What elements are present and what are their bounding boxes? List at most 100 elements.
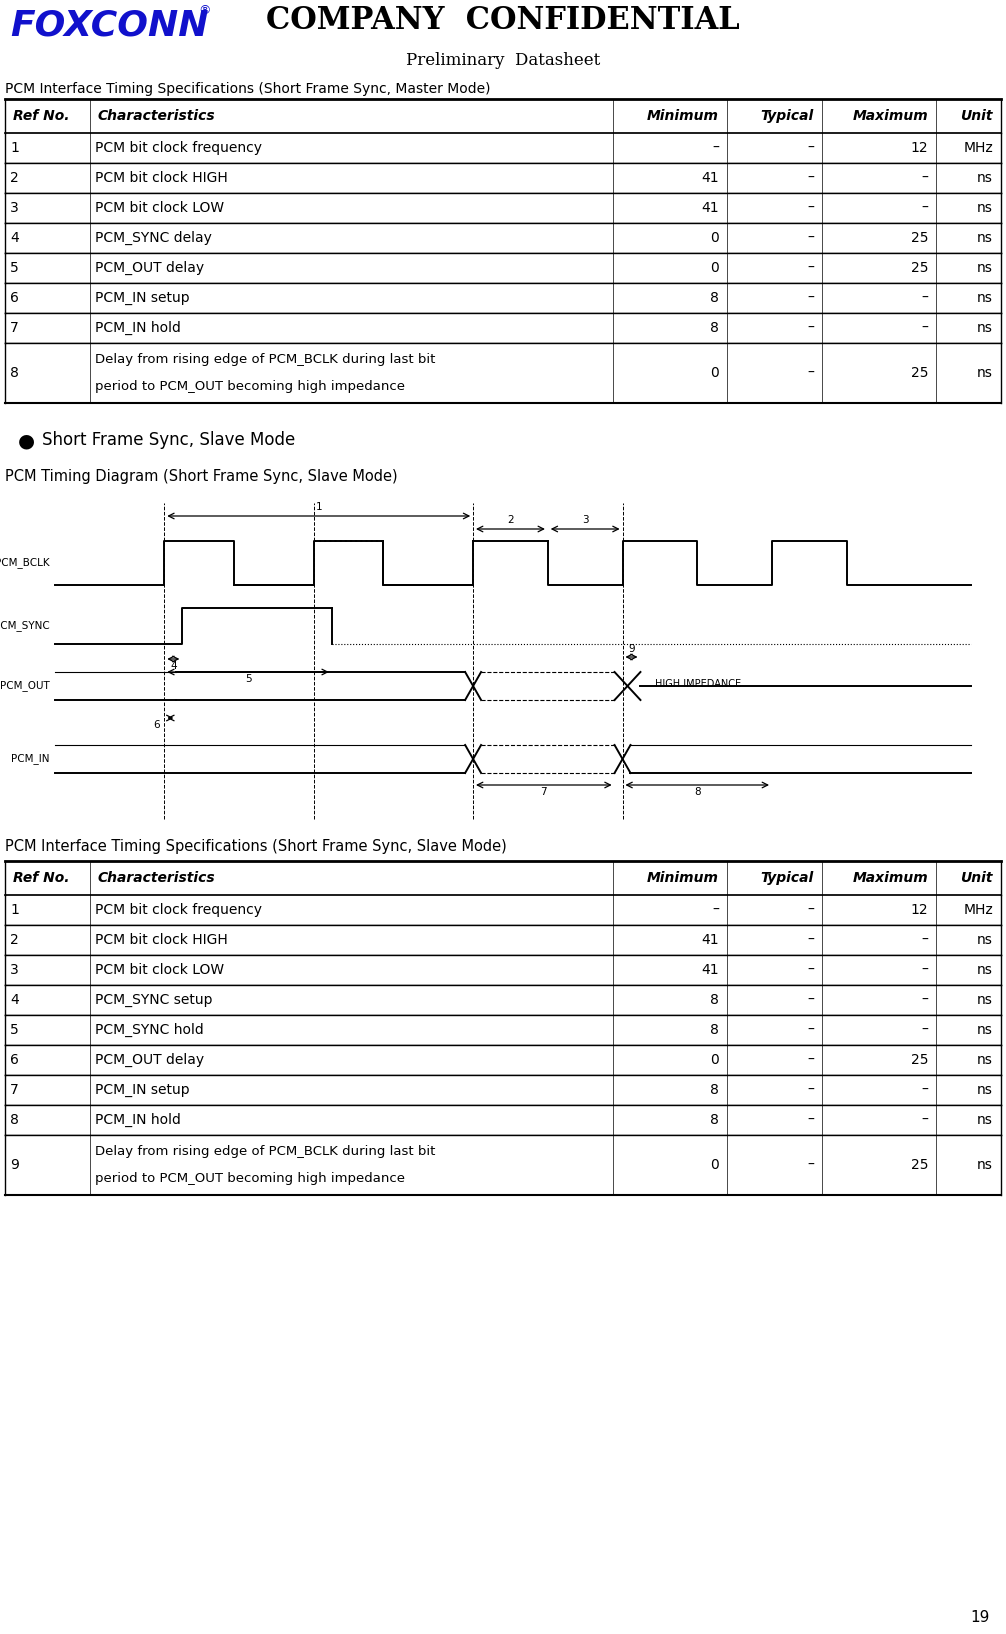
Text: –: – [712,141,719,155]
Text: 3: 3 [10,962,19,977]
Text: PCM Timing Diagram (Short Frame Sync, Slave Mode): PCM Timing Diagram (Short Frame Sync, Sl… [5,469,397,484]
Text: 4: 4 [170,662,177,672]
Text: period to PCM_OUT becoming high impedance: period to PCM_OUT becoming high impedanc… [95,1172,404,1185]
Text: ns: ns [977,993,993,1007]
Text: 41: 41 [701,201,719,216]
Text: PCM bit clock frequency: PCM bit clock frequency [95,141,262,155]
Text: PCM_SYNC setup: PCM_SYNC setup [95,993,212,1007]
Text: –: – [807,962,814,977]
Text: 8: 8 [710,320,719,335]
Text: 8: 8 [694,788,700,797]
Text: Maximum: Maximum [852,871,929,886]
Text: –: – [807,230,814,245]
Text: 41: 41 [701,172,719,185]
Text: Ref No.: Ref No. [13,871,69,886]
Text: PCM_BCLK: PCM_BCLK [0,557,50,569]
Text: 8: 8 [710,1023,719,1038]
Text: 9: 9 [628,644,635,654]
Text: 2: 2 [10,172,19,185]
Text: period to PCM_OUT becoming high impedance: period to PCM_OUT becoming high impedanc… [95,379,404,392]
Text: –: – [807,320,814,335]
Text: 5: 5 [244,673,252,685]
Text: –: – [921,291,929,306]
Text: ns: ns [977,172,993,185]
Text: 25: 25 [910,261,929,275]
Text: PCM_OUT delay: PCM_OUT delay [95,261,204,275]
Text: PCM bit clock HIGH: PCM bit clock HIGH [95,933,227,948]
Text: –: – [921,172,929,185]
Text: ns: ns [977,1023,993,1038]
Text: PCM bit clock frequency: PCM bit clock frequency [95,904,262,917]
Text: 3: 3 [10,201,19,216]
Text: 0: 0 [710,1159,719,1172]
Text: PCM_IN hold: PCM_IN hold [95,320,180,335]
Text: PCM_SYNC hold: PCM_SYNC hold [95,1023,203,1038]
Text: 25: 25 [910,230,929,245]
Text: 8: 8 [710,291,719,306]
Text: –: – [921,1023,929,1038]
Text: –: – [807,172,814,185]
Text: 41: 41 [701,933,719,948]
Text: 5: 5 [10,1023,19,1038]
Text: 1: 1 [316,502,322,511]
Text: –: – [807,261,814,275]
Text: Delay from rising edge of PCM_BCLK during last bit: Delay from rising edge of PCM_BCLK durin… [95,353,435,366]
Text: 1: 1 [10,904,19,917]
Text: –: – [807,141,814,155]
Text: 6: 6 [10,291,19,306]
Text: PCM_IN hold: PCM_IN hold [95,1113,180,1127]
Text: –: – [807,904,814,917]
Text: –: – [807,1083,814,1096]
Text: 2: 2 [507,515,514,525]
Text: 25: 25 [910,1159,929,1172]
Text: –: – [807,366,814,381]
Text: PCM_OUT delay: PCM_OUT delay [95,1052,204,1067]
Text: ns: ns [977,366,993,381]
Text: ns: ns [977,1052,993,1067]
Text: –: – [921,320,929,335]
Text: Typical: Typical [761,871,814,886]
Text: –: – [807,1159,814,1172]
Text: –: – [921,201,929,216]
Text: PCM_IN setup: PCM_IN setup [95,291,189,306]
Text: 25: 25 [910,1052,929,1067]
Text: FOXCONN: FOXCONN [10,8,208,42]
Text: ns: ns [977,201,993,216]
Text: 6: 6 [153,721,159,730]
Text: 8: 8 [710,1113,719,1127]
Text: PCM_IN: PCM_IN [11,753,50,765]
Text: ns: ns [977,1083,993,1096]
Text: 19: 19 [971,1609,990,1624]
Text: 3: 3 [581,515,589,525]
Text: PCM_IN setup: PCM_IN setup [95,1083,189,1096]
Text: ns: ns [977,230,993,245]
Text: PCM bit clock HIGH: PCM bit clock HIGH [95,172,227,185]
Text: 7: 7 [10,320,19,335]
Text: 4: 4 [10,230,19,245]
Text: 0: 0 [710,366,719,381]
Text: ns: ns [977,962,993,977]
Text: 8: 8 [710,1083,719,1096]
Text: Unit: Unit [961,871,993,886]
Text: –: – [807,993,814,1007]
Text: –: – [921,1113,929,1127]
Text: –: – [807,1113,814,1127]
Text: PCM bit clock LOW: PCM bit clock LOW [95,201,223,216]
Text: 8: 8 [10,366,19,381]
Text: Preliminary  Datasheet: Preliminary Datasheet [405,52,601,69]
Text: 12: 12 [910,141,929,155]
Text: ns: ns [977,261,993,275]
Text: Minimum: Minimum [647,109,719,123]
Text: 2: 2 [10,933,19,948]
Text: ●: ● [18,431,35,449]
Text: 7: 7 [10,1083,19,1096]
Text: PCM_SYNC: PCM_SYNC [0,621,50,631]
Text: PCM Interface Timing Specifications (Short Frame Sync, Slave Mode): PCM Interface Timing Specifications (Sho… [5,838,507,855]
Text: 9: 9 [10,1159,19,1172]
Text: –: – [807,291,814,306]
Text: PCM bit clock LOW: PCM bit clock LOW [95,962,223,977]
Text: COMPANY  CONFIDENTIAL: COMPANY CONFIDENTIAL [267,5,739,36]
Text: Short Frame Sync, Slave Mode: Short Frame Sync, Slave Mode [42,431,295,449]
Text: ns: ns [977,320,993,335]
Text: Unit: Unit [961,109,993,123]
